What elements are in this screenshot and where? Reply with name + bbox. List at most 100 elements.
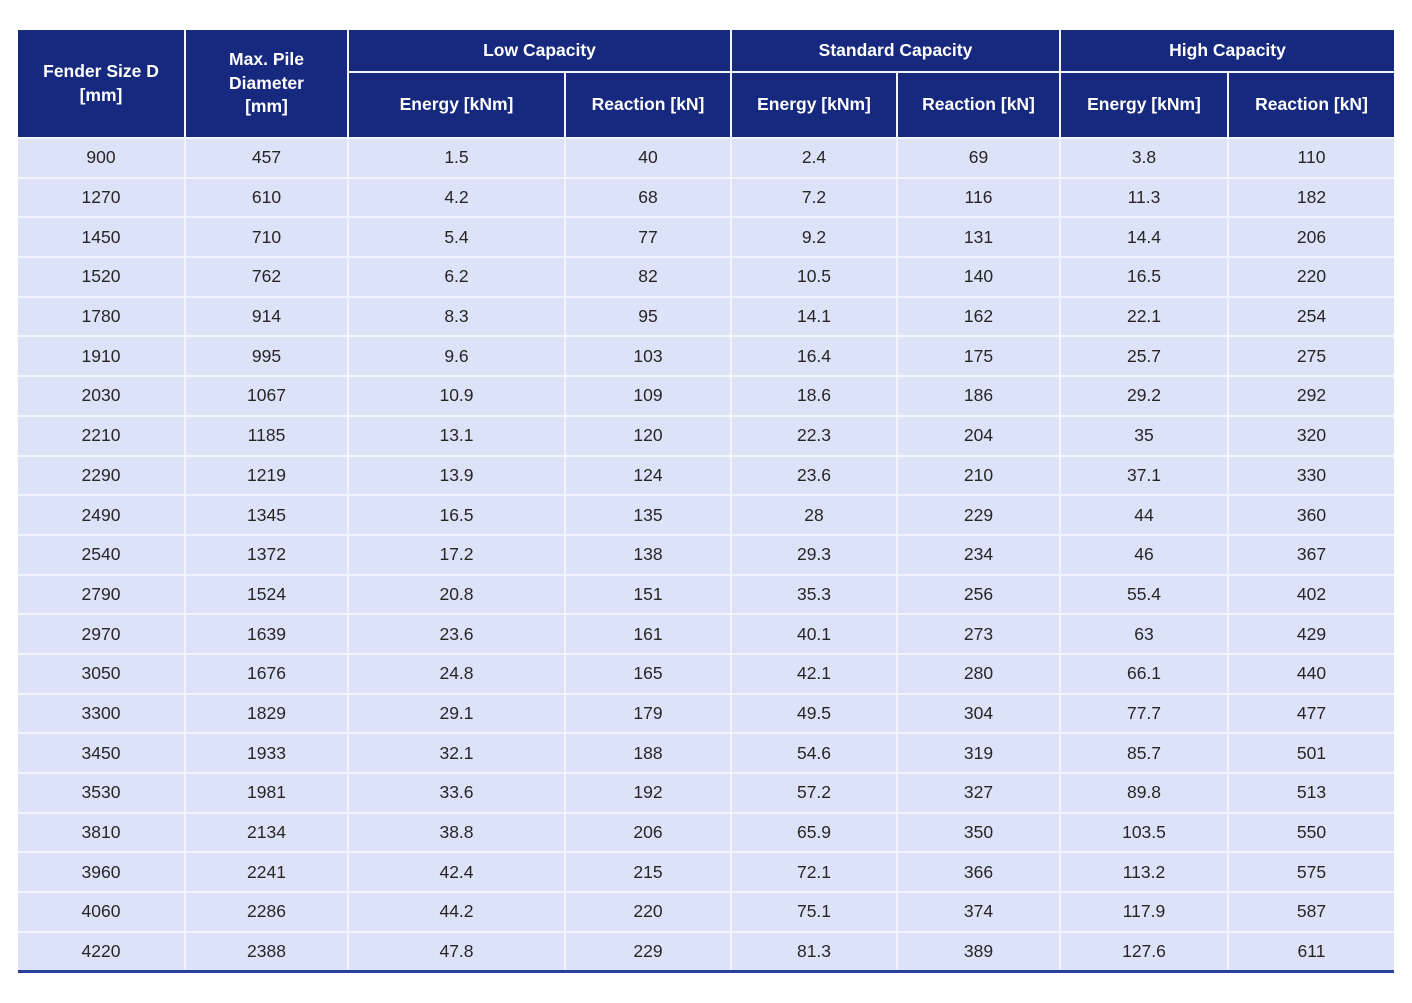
table-cell: 63 bbox=[1059, 613, 1229, 655]
table-cell: 124 bbox=[564, 454, 732, 497]
table-cell: 16.4 bbox=[730, 335, 898, 378]
table-cell: 72.1 bbox=[730, 851, 898, 894]
table-row: 2540 1372 17.2 138 29.3 234 46 367 bbox=[18, 533, 1395, 576]
table-cell: 3.8 bbox=[1059, 137, 1229, 179]
table-cell: 1219 bbox=[184, 454, 349, 497]
table-cell: 513 bbox=[1226, 772, 1395, 814]
table-cell: 327 bbox=[896, 772, 1061, 814]
table-row: 4220 2388 47.8 229 81.3 389 127.6 611 bbox=[18, 930, 1395, 972]
table-cell: 550 bbox=[1226, 811, 1395, 854]
table-cell: 1639 bbox=[184, 613, 349, 655]
table-cell: 151 bbox=[564, 573, 732, 616]
header-low-energy: Energy [kNm] bbox=[348, 71, 566, 139]
table-cell: 350 bbox=[896, 811, 1061, 854]
table-cell: 23.6 bbox=[347, 613, 566, 655]
table-cell: 138 bbox=[564, 533, 732, 576]
table-cell: 1345 bbox=[184, 494, 349, 536]
header-group-row: Fender Size D [mm] Max. Pile Diameter [m… bbox=[18, 30, 1395, 139]
table-cell: 1780 bbox=[18, 295, 186, 338]
table-cell: 292 bbox=[1226, 375, 1395, 417]
table-header: Fender Size D [mm] Max. Pile Diameter [m… bbox=[18, 30, 1395, 139]
table-cell: 110 bbox=[1226, 137, 1395, 179]
table-cell: 389 bbox=[896, 930, 1061, 972]
table-cell: 40.1 bbox=[730, 613, 898, 655]
table-cell: 1676 bbox=[184, 652, 349, 695]
table-cell: 82 bbox=[564, 256, 732, 298]
table-cell: 220 bbox=[1226, 256, 1395, 298]
table-cell: 3530 bbox=[18, 772, 186, 814]
table-row: 1270 610 4.2 68 7.2 116 11.3 182 bbox=[18, 176, 1395, 219]
table-cell: 2030 bbox=[18, 375, 186, 417]
table-cell: 42.4 bbox=[347, 851, 566, 894]
table-cell: 186 bbox=[896, 375, 1061, 417]
table-cell: 55.4 bbox=[1059, 573, 1229, 616]
table-cell: 46 bbox=[1059, 533, 1229, 576]
header-group-standard-capacity: Standard Capacity bbox=[730, 30, 1061, 73]
table-cell: 18.6 bbox=[730, 375, 898, 417]
table-cell: 319 bbox=[896, 732, 1061, 774]
table-cell: 2790 bbox=[18, 573, 186, 616]
table-cell: 25.7 bbox=[1059, 335, 1229, 378]
table-row: 1780 914 8.3 95 14.1 162 22.1 254 bbox=[18, 295, 1395, 338]
table-cell: 3810 bbox=[18, 811, 186, 854]
table-row: 1910 995 9.6 103 16.4 175 25.7 275 bbox=[18, 335, 1395, 378]
table-row: 2790 1524 20.8 151 35.3 256 55.4 402 bbox=[18, 573, 1395, 616]
table-cell: 2388 bbox=[184, 930, 349, 972]
table-cell: 10.9 bbox=[347, 375, 566, 417]
table-cell: 9.2 bbox=[730, 216, 898, 259]
table-cell: 32.1 bbox=[347, 732, 566, 774]
table-cell: 273 bbox=[896, 613, 1061, 655]
table-cell: 54.6 bbox=[730, 732, 898, 774]
table-cell: 9.6 bbox=[347, 335, 566, 378]
table-row: 900 457 1.5 40 2.4 69 3.8 110 bbox=[18, 137, 1395, 179]
table-cell: 17.2 bbox=[347, 533, 566, 576]
table-cell: 81.3 bbox=[730, 930, 898, 972]
table-cell: 1450 bbox=[18, 216, 186, 259]
table-cell: 20.8 bbox=[347, 573, 566, 616]
table-cell: 204 bbox=[896, 414, 1061, 457]
table-cell: 65.9 bbox=[730, 811, 898, 854]
header-high-energy: Energy [kNm] bbox=[1059, 71, 1229, 139]
table-cell: 127.6 bbox=[1059, 930, 1229, 972]
table-cell: 367 bbox=[1226, 533, 1395, 576]
header-group-high-capacity: High Capacity bbox=[1058, 30, 1395, 73]
table-row: 3530 1981 33.6 192 57.2 327 89.8 513 bbox=[18, 772, 1395, 814]
table-cell: 131 bbox=[896, 216, 1061, 259]
table-cell: 44 bbox=[1059, 494, 1229, 536]
table-cell: 3960 bbox=[18, 851, 186, 894]
table-row: 3050 1676 24.8 165 42.1 280 66.1 440 bbox=[18, 652, 1395, 695]
table-cell: 1520 bbox=[18, 256, 186, 298]
header-fender-size: Fender Size D [mm] bbox=[18, 30, 186, 139]
table-cell: 165 bbox=[564, 652, 732, 695]
table-cell: 33.6 bbox=[347, 772, 566, 814]
table-cell: 116 bbox=[896, 176, 1061, 219]
table-cell: 215 bbox=[564, 851, 732, 894]
table-cell: 229 bbox=[896, 494, 1061, 536]
table-cell: 44.2 bbox=[347, 891, 566, 933]
table-cell: 13.9 bbox=[347, 454, 566, 497]
header-max-pile-line3: [mm] bbox=[245, 96, 288, 117]
table-cell: 22.3 bbox=[730, 414, 898, 457]
table-cell: 3450 bbox=[18, 732, 186, 774]
table-cell: 29.1 bbox=[347, 692, 566, 735]
header-fender-size-line1: Fender Size D bbox=[43, 60, 159, 81]
table-cell: 1067 bbox=[184, 375, 349, 417]
table-cell: 501 bbox=[1226, 732, 1395, 774]
table-cell: 113.2 bbox=[1059, 851, 1229, 894]
table-cell: 179 bbox=[564, 692, 732, 735]
table-cell: 2134 bbox=[184, 811, 349, 854]
table-cell: 234 bbox=[896, 533, 1061, 576]
header-max-pile-line1: Max. Pile bbox=[229, 49, 304, 70]
table-cell: 103.5 bbox=[1059, 811, 1229, 854]
table-cell: 4060 bbox=[18, 891, 186, 933]
table-cell: 7.2 bbox=[730, 176, 898, 219]
table-cell: 330 bbox=[1226, 454, 1395, 497]
table-cell: 1270 bbox=[18, 176, 186, 219]
table-cell: 69 bbox=[896, 137, 1061, 179]
table-cell: 254 bbox=[1226, 295, 1395, 338]
table-row: 1520 762 6.2 82 10.5 140 16.5 220 bbox=[18, 256, 1395, 298]
table-body: 900 457 1.5 40 2.4 69 3.8 110 1270 610 4.2 68 7.2 116… bbox=[18, 137, 1395, 972]
table-cell: 304 bbox=[896, 692, 1061, 735]
table-cell: 16.5 bbox=[347, 494, 566, 536]
table-cell: 103 bbox=[564, 335, 732, 378]
